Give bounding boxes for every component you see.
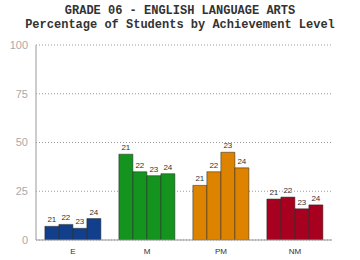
- svg-text:0: 0: [22, 234, 28, 246]
- svg-text:24: 24: [89, 208, 98, 217]
- svg-text:21: 21: [195, 174, 204, 183]
- svg-text:23: 23: [149, 165, 158, 174]
- svg-text:23: 23: [297, 198, 306, 207]
- svg-text:NM: NM: [289, 247, 302, 256]
- svg-text:24: 24: [237, 157, 246, 166]
- svg-text:21: 21: [121, 143, 130, 152]
- svg-text:24: 24: [163, 163, 172, 172]
- html-text:GRADE 06 - ENGLISH LANGUAGE AR: GRADE 06 - ENGLISH LANGUAGE ARTS: [64, 4, 296, 18]
- html-text:Percentage of Students by Achi: Percentage of Students by Achievement Le…: [25, 18, 335, 32]
- svg-text:25: 25: [16, 185, 28, 197]
- svg-text:100: 100: [10, 39, 28, 51]
- svg-text:22: 22: [209, 161, 218, 170]
- svg-text:21: 21: [47, 215, 56, 224]
- svg-text:21: 21: [269, 188, 278, 197]
- svg-text:50: 50: [16, 136, 28, 148]
- svg-text:75: 75: [16, 88, 28, 100]
- svg-text:22: 22: [135, 161, 144, 170]
- svg-text:24: 24: [311, 194, 320, 203]
- svg-text:23: 23: [223, 141, 232, 150]
- svg-text:E: E: [70, 247, 75, 256]
- svg-text:M: M: [144, 247, 151, 256]
- svg-text:22: 22: [61, 213, 70, 222]
- svg-text:PM: PM: [215, 247, 227, 256]
- svg-text:23: 23: [75, 217, 84, 226]
- svg-text:22: 22: [283, 186, 292, 195]
